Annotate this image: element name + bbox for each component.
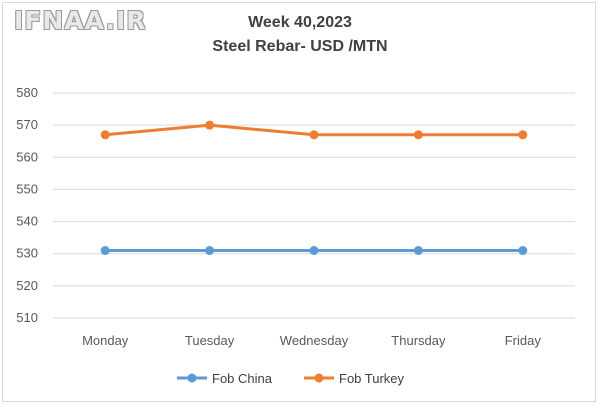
legend-label-fob-turkey: Fob Turkey xyxy=(339,371,405,386)
x-tick-label-friday: Friday xyxy=(505,333,542,348)
chart-subtitle: Steel Rebar- USD /MTN xyxy=(212,38,388,55)
x-tick-label-tuesday: Tuesday xyxy=(185,333,235,348)
y-tick-label-560: 560 xyxy=(16,149,38,164)
data-point-fob-china-0 xyxy=(100,246,110,255)
watermark-logo: IFNAA.IR xyxy=(14,6,147,35)
data-point-fob-china-3 xyxy=(413,246,423,255)
y-tick-label-540: 540 xyxy=(16,214,38,229)
y-tick-label-550: 550 xyxy=(16,181,38,196)
data-point-fob-china-2 xyxy=(309,246,319,255)
y-tick-label-570: 570 xyxy=(16,117,38,132)
data-point-fob-china-1 xyxy=(205,246,215,255)
data-point-fob-turkey-0 xyxy=(100,130,110,140)
data-point-fob-china-4 xyxy=(518,246,528,255)
x-tick-label-thursday: Thursday xyxy=(391,333,446,348)
data-point-fob-turkey-3 xyxy=(413,130,423,140)
data-point-fob-turkey-4 xyxy=(518,130,528,140)
legend-marker-fob-china xyxy=(187,373,197,383)
data-point-fob-turkey-2 xyxy=(309,130,319,140)
legend-label-fob-china: Fob China xyxy=(212,371,273,386)
y-tick-label-580: 580 xyxy=(16,85,38,100)
y-tick-label-520: 520 xyxy=(16,278,38,293)
data-point-fob-turkey-1 xyxy=(205,120,215,130)
chart-frame xyxy=(2,2,596,402)
y-tick-label-510: 510 xyxy=(16,310,38,325)
legend-marker-fob-turkey xyxy=(314,373,324,383)
chart-title: Week 40,2023 xyxy=(248,14,352,31)
x-tick-label-monday: Monday xyxy=(82,333,129,348)
y-tick-label-530: 530 xyxy=(16,246,38,261)
x-tick-label-wednesday: Wednesday xyxy=(280,333,349,348)
